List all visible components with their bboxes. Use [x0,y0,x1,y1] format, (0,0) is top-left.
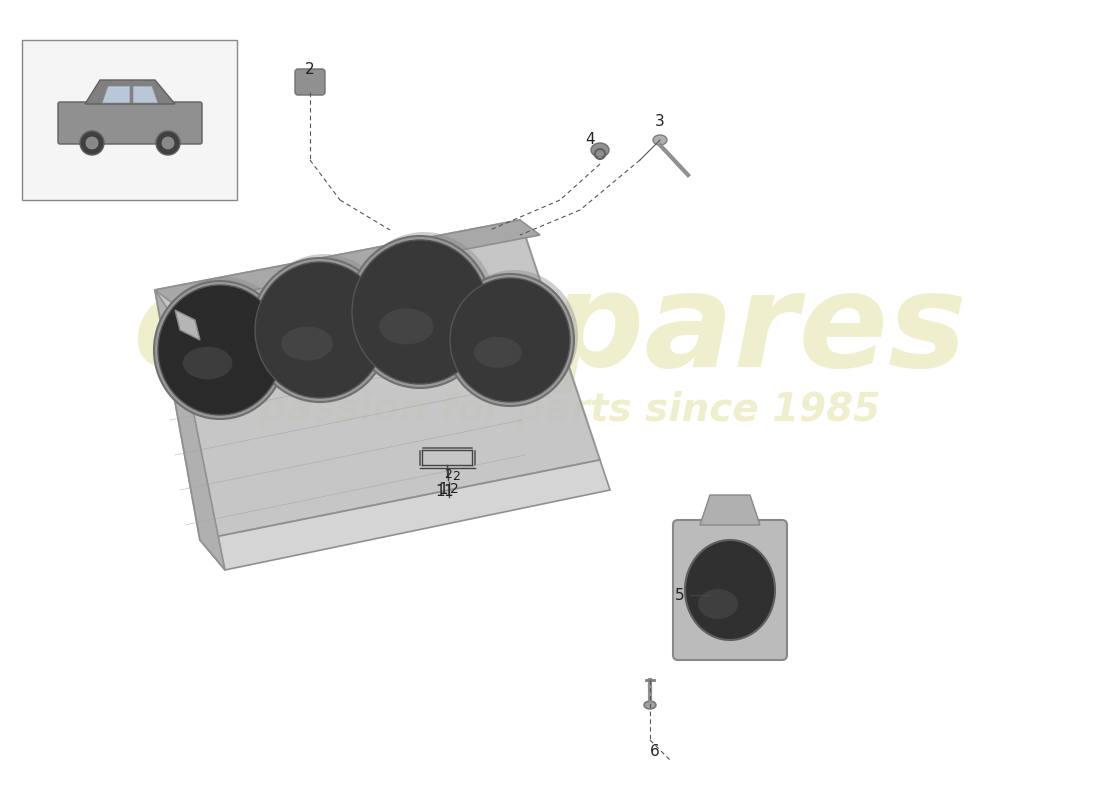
Ellipse shape [255,254,393,398]
Ellipse shape [251,258,389,402]
Polygon shape [200,460,610,570]
Polygon shape [155,220,600,540]
FancyBboxPatch shape [295,69,324,95]
Polygon shape [700,495,760,525]
Circle shape [156,131,180,155]
Circle shape [86,137,98,149]
Circle shape [80,131,104,155]
Ellipse shape [154,281,286,419]
Ellipse shape [352,240,488,384]
Bar [22,40,236,200]
Ellipse shape [644,701,656,709]
Text: eurospares: eurospares [133,266,967,394]
Ellipse shape [255,262,385,398]
Ellipse shape [183,346,232,379]
Polygon shape [175,310,200,340]
Ellipse shape [158,285,282,415]
Ellipse shape [698,589,738,619]
Text: 5: 5 [675,587,685,602]
Ellipse shape [450,270,578,402]
Text: 6: 6 [650,745,660,759]
Ellipse shape [653,135,667,145]
FancyBboxPatch shape [673,520,786,660]
Text: 1: 1 [443,485,453,499]
Circle shape [162,137,174,149]
FancyBboxPatch shape [58,102,202,144]
Polygon shape [85,80,175,104]
Ellipse shape [685,540,775,640]
Ellipse shape [591,143,609,157]
Ellipse shape [280,326,333,361]
Text: 2: 2 [450,482,459,496]
Ellipse shape [158,277,290,415]
Ellipse shape [450,278,570,402]
Text: 2: 2 [444,469,452,482]
Ellipse shape [379,308,433,344]
Polygon shape [133,86,158,103]
Text: 2: 2 [452,470,460,483]
Polygon shape [155,220,540,305]
Text: 1: 1 [436,485,444,499]
Text: 3: 3 [656,114,664,130]
Ellipse shape [446,274,574,406]
Polygon shape [155,290,226,570]
Polygon shape [102,86,130,103]
Text: a passion for parts since 1985: a passion for parts since 1985 [219,391,881,429]
Text: 2: 2 [305,62,315,78]
Ellipse shape [348,236,492,388]
Ellipse shape [352,232,496,384]
Ellipse shape [474,337,522,368]
Text: 1: 1 [438,482,448,497]
Text: 4: 4 [585,133,595,147]
